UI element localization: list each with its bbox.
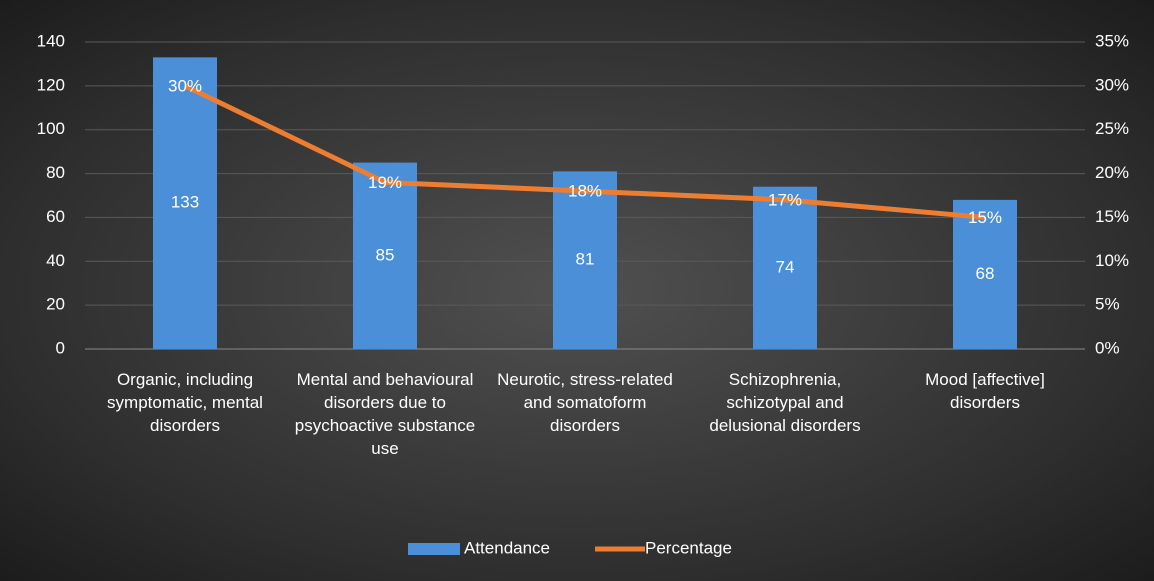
y-tick-label: 140 bbox=[37, 31, 65, 50]
y-tick-label: 120 bbox=[37, 75, 65, 94]
bar-value-label: 68 bbox=[976, 264, 995, 283]
bar-value-label: 85 bbox=[376, 245, 395, 264]
x-tick-label: Schizophrenia, schizotypal and delusiona… bbox=[709, 370, 861, 435]
line-value-label: 19% bbox=[368, 173, 402, 192]
bar bbox=[353, 162, 417, 349]
line-value-label: 30% bbox=[168, 76, 202, 95]
y2-tick-label: 25% bbox=[1095, 119, 1129, 138]
y-tick-label: 0 bbox=[56, 338, 65, 357]
y2-tick-label: 5% bbox=[1095, 295, 1120, 314]
y2-tick-label: 0% bbox=[1095, 338, 1120, 357]
x-tick-label: Mental and behavioural disorders due to … bbox=[294, 370, 476, 458]
x-tick-label: Neurotic, stress-related and somatoform … bbox=[497, 370, 673, 435]
legend-label: Attendance bbox=[464, 538, 550, 557]
bar bbox=[953, 199, 1017, 349]
bar-value-label: 74 bbox=[776, 257, 795, 276]
y2-tick-label: 10% bbox=[1095, 251, 1129, 270]
line-value-label: 17% bbox=[768, 190, 802, 209]
bar-value-label: 81 bbox=[576, 250, 595, 269]
y-tick-label: 40 bbox=[46, 251, 65, 270]
legend-label: Percentage bbox=[645, 538, 732, 557]
y2-tick-label: 35% bbox=[1095, 31, 1129, 50]
y-tick-label: 100 bbox=[37, 119, 65, 138]
line-value-label: 15% bbox=[968, 208, 1002, 227]
y2-tick-label: 20% bbox=[1095, 163, 1129, 182]
y2-tick-label: 30% bbox=[1095, 75, 1129, 94]
legend-swatch bbox=[408, 543, 460, 555]
bar bbox=[753, 186, 817, 349]
line bbox=[183, 83, 986, 220]
x-tick-label: Organic, including symptomatic, mental d… bbox=[107, 370, 263, 435]
bar-value-label: 133 bbox=[171, 193, 199, 212]
y-tick-label: 80 bbox=[46, 163, 65, 182]
y2-tick-label: 15% bbox=[1095, 207, 1129, 226]
y-tick-label: 20 bbox=[46, 295, 65, 314]
x-tick-label: Mood [affective] disorders bbox=[925, 370, 1045, 412]
line-value-label: 18% bbox=[568, 182, 602, 201]
y-tick-label: 60 bbox=[46, 207, 65, 226]
bar bbox=[153, 57, 217, 349]
bar bbox=[553, 171, 617, 349]
